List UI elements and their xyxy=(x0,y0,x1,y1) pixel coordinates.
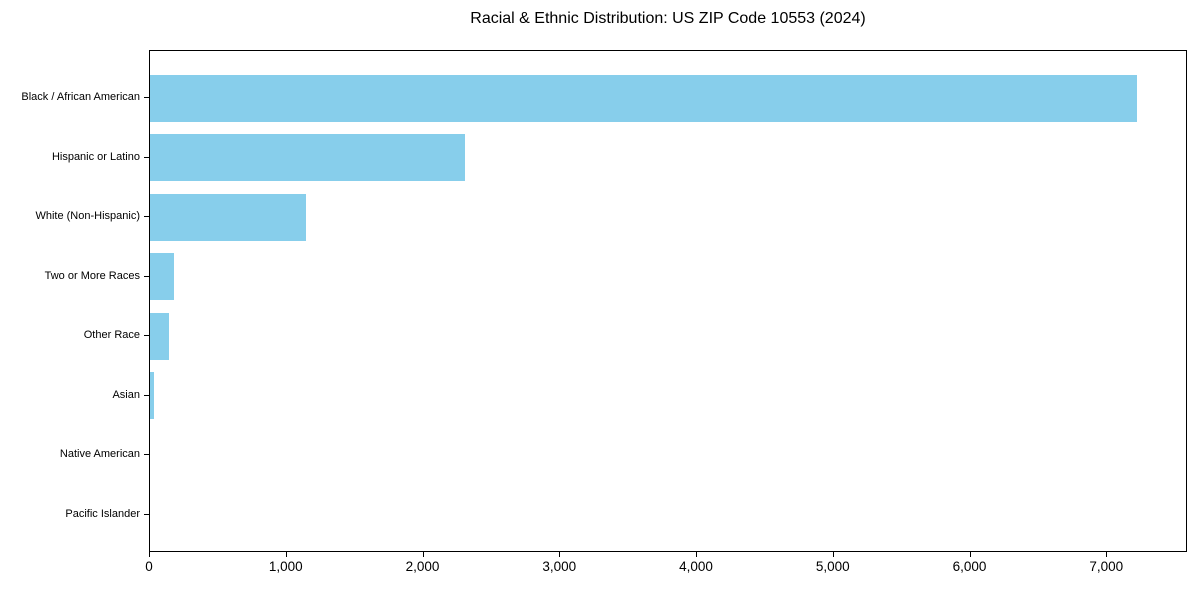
chart-title: Racial & Ethnic Distribution: US ZIP Cod… xyxy=(470,10,866,27)
y-axis-tick xyxy=(144,513,149,515)
x-axis-tick xyxy=(559,552,561,557)
x-axis-tick-label: 0 xyxy=(145,559,153,574)
y-axis-label-pacific-islander: Pacific Islander xyxy=(65,507,140,520)
y-axis-label-asian: Asian xyxy=(112,388,140,401)
y-axis-label-hispanic-or-latino: Hispanic or Latino xyxy=(51,150,140,163)
y-axis-tick xyxy=(144,97,149,98)
y-axis-tick xyxy=(144,335,149,337)
plot-area xyxy=(149,50,1187,552)
x-axis-tick-label: 6,000 xyxy=(952,559,987,574)
x-axis-tick xyxy=(696,552,698,557)
y-axis-label-two-or-more-races: Two or More Races xyxy=(44,269,140,282)
y-axis-label-black-african-american: Black / African American xyxy=(21,91,140,103)
y-axis-tick xyxy=(144,156,149,158)
x-axis-tick-label: 5,000 xyxy=(815,559,850,574)
x-axis-tick xyxy=(149,552,150,557)
bar-hispanic-or-latino xyxy=(150,134,465,182)
x-axis-tick xyxy=(422,552,424,557)
bar-black-african-american xyxy=(150,74,1138,122)
x-axis-tick xyxy=(832,552,834,557)
y-axis-label-white-non-hispanic: White (Non-Hispanic) xyxy=(35,210,140,223)
x-axis-tick-label: 2,000 xyxy=(405,559,440,574)
y-axis-tick xyxy=(144,275,149,277)
x-axis-tick-label: 3,000 xyxy=(542,559,577,574)
y-axis-tick xyxy=(144,454,149,456)
x-axis-tick xyxy=(285,552,287,557)
x-axis-tick-label: 1,000 xyxy=(268,559,303,574)
bar-two-or-more-races xyxy=(150,253,174,301)
x-axis-tick-label: 7,000 xyxy=(1089,559,1124,574)
bar-white-non-hispanic xyxy=(150,193,306,241)
x-axis-tick xyxy=(1106,552,1108,557)
bar-asian xyxy=(150,372,155,420)
x-axis-tick-label: 4,000 xyxy=(679,559,713,574)
bar-other-race xyxy=(150,312,170,360)
x-axis-tick xyxy=(969,552,971,557)
y-axis-tick xyxy=(144,216,149,218)
y-axis-label-other-race: Other Race xyxy=(83,329,140,342)
y-axis-label-native-american: Native American xyxy=(59,448,140,461)
y-axis-tick xyxy=(144,394,149,396)
